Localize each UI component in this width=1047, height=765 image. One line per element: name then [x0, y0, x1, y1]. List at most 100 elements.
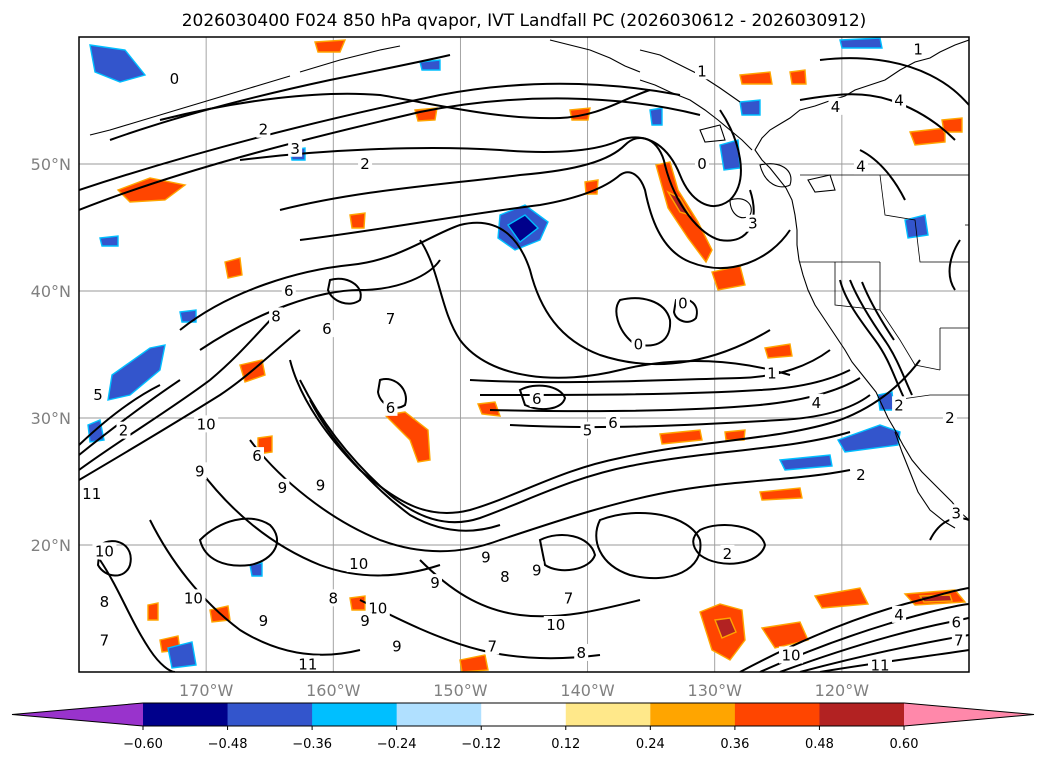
anomaly-patch [89, 44, 147, 83]
contour-label-bg [828, 97, 843, 115]
contour-label-bg [167, 69, 182, 87]
contour-label: 6 [386, 399, 396, 417]
contour-label: 11 [82, 485, 101, 503]
contour-label-bg [779, 646, 803, 664]
figure-title: 2026030400 F024 850 hPa qvapor, IVT Land… [182, 11, 867, 31]
contour-label: 8 [576, 644, 586, 662]
colorbar-extend-max [904, 703, 1034, 726]
contour-label-bg [853, 157, 868, 175]
contour-line [199, 259, 441, 351]
coastline [299, 45, 401, 73]
contour-label: 6 [284, 282, 294, 300]
contour-label-bg [675, 294, 690, 312]
colorbar-segment [650, 703, 736, 726]
contour-label: 7 [954, 631, 964, 649]
lat-tick-label: 20°N [31, 536, 71, 555]
colorbar-segment [227, 703, 313, 726]
contour-label-bg [91, 386, 106, 404]
contour-label-bg [764, 364, 779, 382]
coastline [807, 174, 836, 193]
contour-line [299, 171, 791, 269]
contour-label: 7 [386, 310, 396, 328]
contour-label: 10 [184, 589, 203, 607]
contour-line [149, 519, 361, 656]
contour-line [239, 109, 742, 207]
contour-line [359, 599, 601, 660]
contour-line [376, 378, 407, 409]
contour-label: 2 [894, 396, 904, 414]
lon-tick-label: 160°W [306, 681, 361, 700]
contour-label-bg [389, 637, 404, 655]
contour-line [479, 369, 851, 396]
contour-label: 10 [546, 616, 565, 634]
coastline [759, 163, 792, 188]
contour-line [819, 649, 969, 672]
contour-label-bg [695, 155, 709, 172]
anomaly-patch [314, 39, 347, 53]
contour-line [79, 309, 281, 471]
contour-label-bg [720, 544, 735, 562]
colorbar-segment [143, 703, 229, 726]
contour-label-bg [326, 589, 341, 607]
contour-line [799, 634, 969, 672]
contour-label: 9 [532, 561, 542, 579]
contour-label-bg [319, 320, 334, 338]
colorbar-tick-label: −0.60 [123, 737, 163, 752]
longitude-labels: 170°W 160°W 150°W 140°W 130°W 120°W [179, 681, 869, 700]
contour-label-bg [313, 476, 328, 494]
contour-line [199, 469, 441, 577]
contour-line [99, 559, 176, 672]
colorbar-tick-label: 0.24 [636, 737, 665, 752]
contour-label-bg [358, 155, 373, 172]
colorbar-segment [819, 703, 905, 726]
contour-label-bg [529, 389, 544, 407]
contour-label-bg [295, 655, 320, 672]
contour-label: 10 [197, 415, 216, 433]
contour-label: 9 [195, 462, 205, 480]
anomaly-patch [739, 71, 773, 85]
ivt-contours [79, 54, 969, 672]
contour-label: 9 [259, 612, 269, 630]
contour-line [79, 82, 681, 191]
contour-label: 4 [894, 606, 904, 624]
coastline [894, 431, 956, 529]
contour-line [509, 394, 871, 429]
contour-label-bg [868, 656, 892, 672]
lon-tick-label: 130°W [688, 681, 743, 700]
contour-label: 2 [945, 409, 955, 427]
contour-line [595, 512, 702, 580]
contour-label-bg [892, 91, 907, 109]
contour-label: 2 [259, 121, 269, 139]
contour-label-bg [853, 466, 868, 484]
contour-label-bg [809, 393, 824, 411]
contour-line [692, 524, 767, 565]
contour-line [859, 149, 906, 201]
contour-label-bg [529, 561, 544, 579]
contour-label-bg [606, 414, 620, 432]
latitude-labels: 20°N 30°N 40°N 50°N [31, 155, 71, 555]
colorbar-tick-label: 0.12 [551, 737, 580, 752]
contour-label-bg [695, 62, 709, 80]
contour-line [79, 384, 161, 446]
contour-label: 10 [781, 646, 800, 664]
anomaly-patch [147, 602, 159, 621]
contour-label-bg [911, 40, 926, 58]
contour-line [849, 279, 913, 396]
contour-label-bg [543, 616, 568, 634]
anomaly-patch [941, 117, 963, 133]
contour-label: 4 [894, 92, 904, 110]
contour-label-bg [358, 612, 373, 630]
coastlines [89, 39, 969, 529]
contour-label: 8 [271, 307, 281, 325]
contour-line [419, 239, 791, 379]
contour-label: 2 [723, 545, 733, 563]
contour-label-bg [949, 613, 964, 631]
contour-label: 1 [767, 365, 777, 383]
negative-anomaly-patches [87, 37, 929, 669]
contour-label: 7 [100, 631, 110, 649]
contour-line [279, 136, 755, 242]
contour-label-bg [256, 120, 271, 138]
contour-label: 6 [608, 414, 618, 432]
contour-label-bg [497, 567, 512, 585]
